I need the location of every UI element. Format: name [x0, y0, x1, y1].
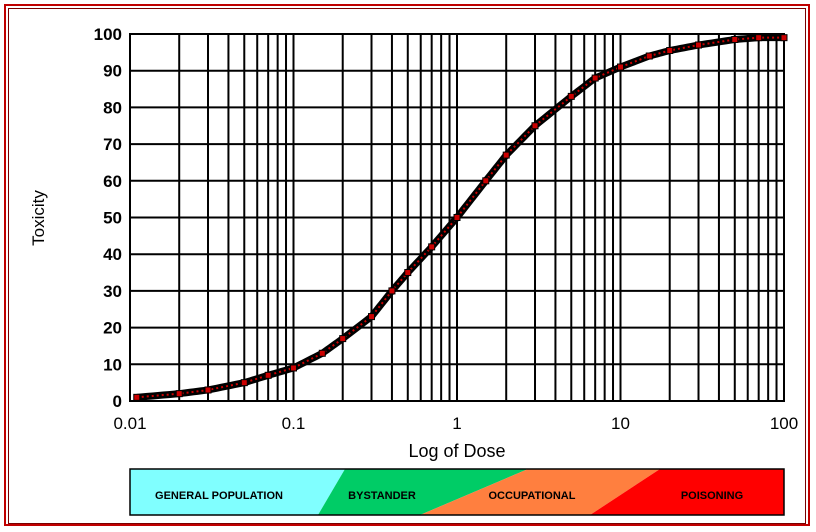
exposure-zones-bar: GENERAL POPULATION BYSTANDER OCCUPATIONAL P…	[129, 468, 785, 516]
data-point	[175, 390, 183, 398]
data-point	[567, 92, 575, 100]
data-point	[695, 41, 703, 49]
data-point	[482, 177, 490, 185]
y-tick-label: 100	[94, 25, 122, 44]
y-tick-label: 20	[103, 319, 122, 338]
zone-label: BYSTANDER	[348, 490, 416, 502]
dose-response-curve	[133, 34, 788, 401]
zone-band	[590, 469, 784, 515]
data-point	[531, 122, 539, 130]
y-tick-label: 60	[103, 172, 122, 191]
y-tick-label: 40	[103, 245, 122, 264]
data-point	[731, 36, 739, 44]
zone-label: POISONING	[681, 490, 743, 502]
x-tick-label: 1	[452, 414, 461, 433]
chart-frame	[4, 4, 810, 526]
data-point	[617, 63, 624, 71]
data-point	[404, 269, 412, 277]
y-tick-label: 70	[103, 135, 122, 154]
y-tick-label: 50	[103, 209, 122, 228]
x-tick-label: 100	[770, 414, 798, 433]
zone-band	[318, 469, 528, 515]
data-point	[645, 52, 653, 60]
zone-band	[420, 469, 660, 515]
chart-frame-inner	[8, 8, 806, 524]
zone-label: GENERAL POPULATION	[155, 490, 283, 502]
data-point	[428, 243, 436, 251]
data-point	[453, 214, 461, 221]
data-point	[502, 151, 510, 159]
data-point	[240, 379, 248, 387]
x-tick-label: 0.1	[282, 414, 306, 433]
data-point	[318, 349, 326, 357]
zone-label: OCCUPATIONAL	[489, 490, 576, 502]
y-tick-label: 90	[103, 62, 122, 81]
y-tick-label: 0	[113, 392, 122, 411]
y-tick-label: 10	[103, 355, 122, 374]
x-axis-label: Log of Dose	[408, 441, 505, 461]
data-point	[780, 34, 788, 42]
y-tick-label: 30	[103, 282, 122, 301]
data-point	[339, 335, 347, 343]
y-axis-label: Toxicity	[29, 190, 48, 246]
data-point	[204, 386, 212, 394]
zone-band	[130, 469, 345, 515]
data-point	[290, 364, 297, 372]
y-tick-label: 80	[103, 98, 122, 117]
data-point	[368, 313, 376, 321]
data-point	[133, 393, 141, 401]
x-tick-labels: 0.01 0.1 1 10 100	[113, 414, 798, 433]
data-point	[591, 74, 599, 82]
data-point	[666, 47, 674, 55]
zone-bar-border	[129, 468, 785, 516]
data-point	[388, 287, 396, 295]
x-tick-label: 0.01	[113, 414, 146, 433]
data-point	[264, 371, 272, 379]
y-tick-labels: 0 10 20 30 40 50 60 70 80 90 100	[94, 25, 122, 411]
x-tick-label: 10	[611, 414, 630, 433]
plot-border	[129, 33, 785, 402]
data-point	[755, 34, 763, 42]
